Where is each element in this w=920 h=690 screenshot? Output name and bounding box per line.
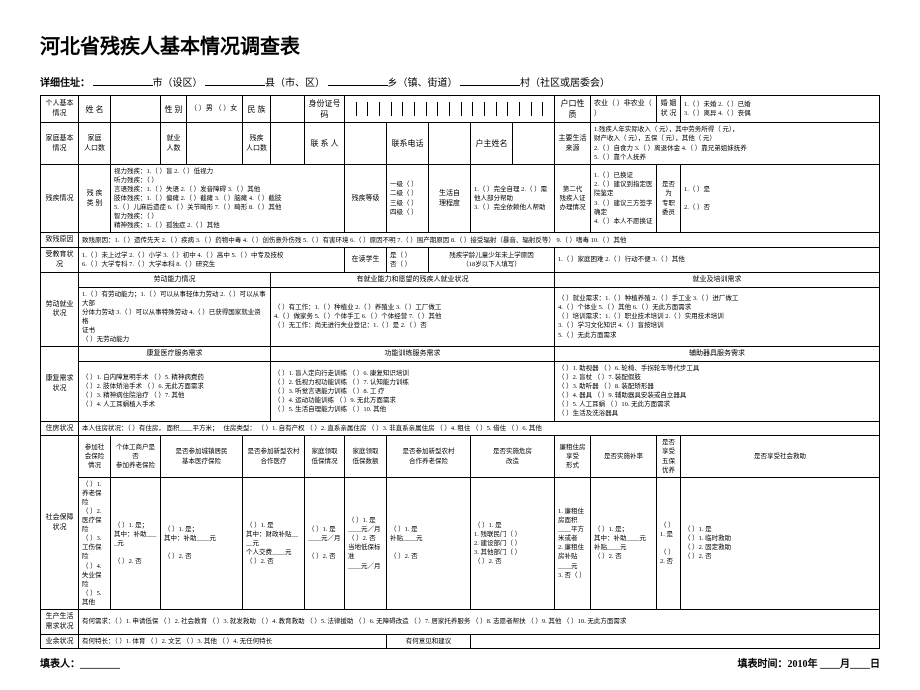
survey-table: 个人基本情况 姓 名 性 别 （ ）男 （ ）女 民 族 身份证号码 户口性质 … — [40, 95, 880, 649]
row1-head: 个人基本情况 — [41, 96, 79, 123]
footer: 填表人：________ 填表时间：2010年 ____月____日 — [40, 655, 880, 670]
address-line: 详细住址： 市（设区） 县（市、区） 乡（镇、街道） 村（社区或居委会） — [40, 74, 880, 89]
page-title: 河北省残疾人基本情况调查表 — [40, 30, 880, 59]
